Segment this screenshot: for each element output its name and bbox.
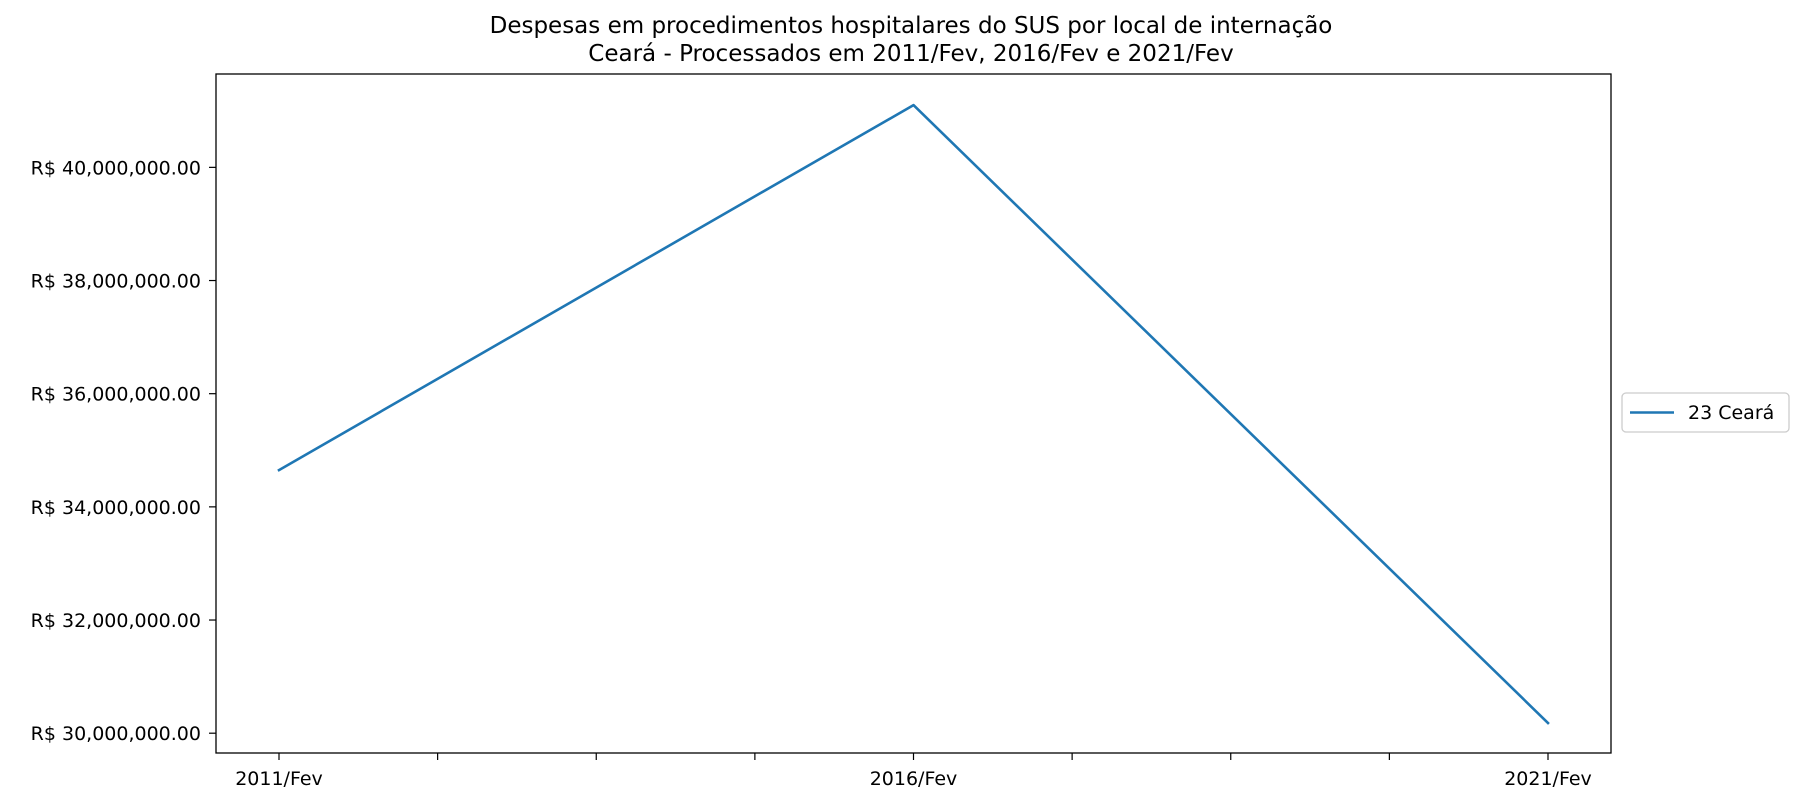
y-tick-label: R$ 30,000,000.00 — [31, 723, 201, 745]
legend: 23 Ceará — [1621, 392, 1790, 433]
y-tick-label: R$ 34,000,000.00 — [31, 497, 201, 519]
plot-area: R$ 30,000,000.00 R$ 32,000,000.00 R$ 34,00… — [31, 73, 1612, 790]
y-tick-label: R$ 32,000,000.00 — [31, 610, 201, 632]
x-tick-label: 2016/Fev — [870, 768, 958, 790]
chart-subtitle: Ceará - Processados em 2011/Fev, 2016/Fe… — [588, 41, 1233, 67]
legend-frame — [1621, 392, 1790, 433]
x-tick-label: 2011/Fev — [235, 768, 323, 790]
y-tick-label: R$ 38,000,000.00 — [31, 271, 201, 293]
x-tick-label: 2021/Fev — [1504, 768, 1592, 790]
plot-frame — [215, 73, 1612, 754]
y-tick-label: R$ 40,000,000.00 — [31, 157, 201, 179]
y-tick-label: R$ 36,000,000.00 — [31, 384, 201, 406]
legend-label: 23 Ceará — [1688, 402, 1774, 424]
chart-title: Despesas em procedimentos hospitalares d… — [490, 13, 1333, 39]
series-line-0 — [277, 103, 1550, 725]
